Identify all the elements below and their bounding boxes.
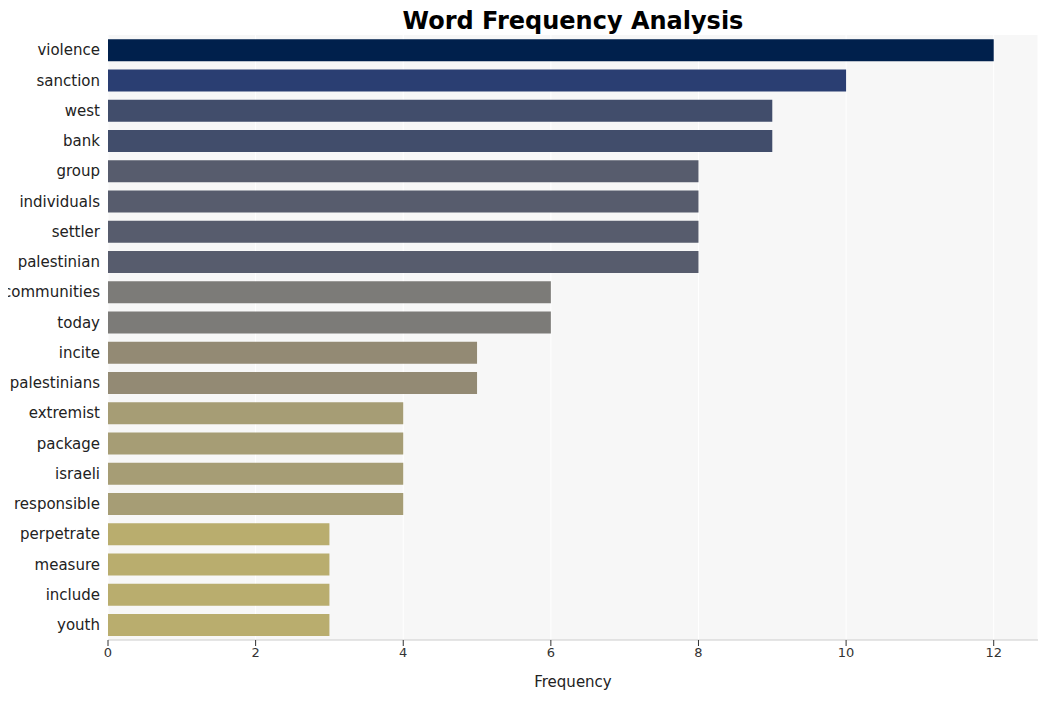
svg-text:2: 2 <box>251 645 259 660</box>
svg-text:incite: incite <box>59 344 100 362</box>
svg-text:palestinian: palestinian <box>18 253 100 271</box>
svg-text:responsible: responsible <box>14 495 100 513</box>
svg-text:palestinians: palestinians <box>10 374 100 392</box>
svg-text:Frequency: Frequency <box>534 673 612 691</box>
svg-text:measure: measure <box>35 556 100 574</box>
svg-text:individuals: individuals <box>19 193 100 211</box>
svg-text:10: 10 <box>838 645 855 660</box>
svg-text:4: 4 <box>399 645 407 660</box>
svg-text:extremist: extremist <box>29 404 100 422</box>
svg-text:include: include <box>46 586 100 604</box>
svg-text:0: 0 <box>104 645 112 660</box>
svg-text:communities: communities <box>8 283 100 301</box>
svg-text:israeli: israeli <box>55 465 100 483</box>
svg-text:package: package <box>37 435 100 453</box>
svg-text:today: today <box>57 314 100 332</box>
svg-text:bank: bank <box>63 132 100 150</box>
svg-text:6: 6 <box>547 645 555 660</box>
svg-text:12: 12 <box>985 645 1002 660</box>
svg-text:settler: settler <box>52 223 101 241</box>
svg-text:group: group <box>56 162 100 180</box>
svg-text:violence: violence <box>37 41 100 59</box>
svg-text:youth: youth <box>57 616 100 634</box>
svg-text:west: west <box>65 102 100 120</box>
svg-text:perpetrate: perpetrate <box>20 525 100 543</box>
html-text:Word Frequency Analysis: Word Frequency Analysis <box>402 7 744 35</box>
svg-text:8: 8 <box>694 645 702 660</box>
svg-text:sanction: sanction <box>37 72 101 90</box>
